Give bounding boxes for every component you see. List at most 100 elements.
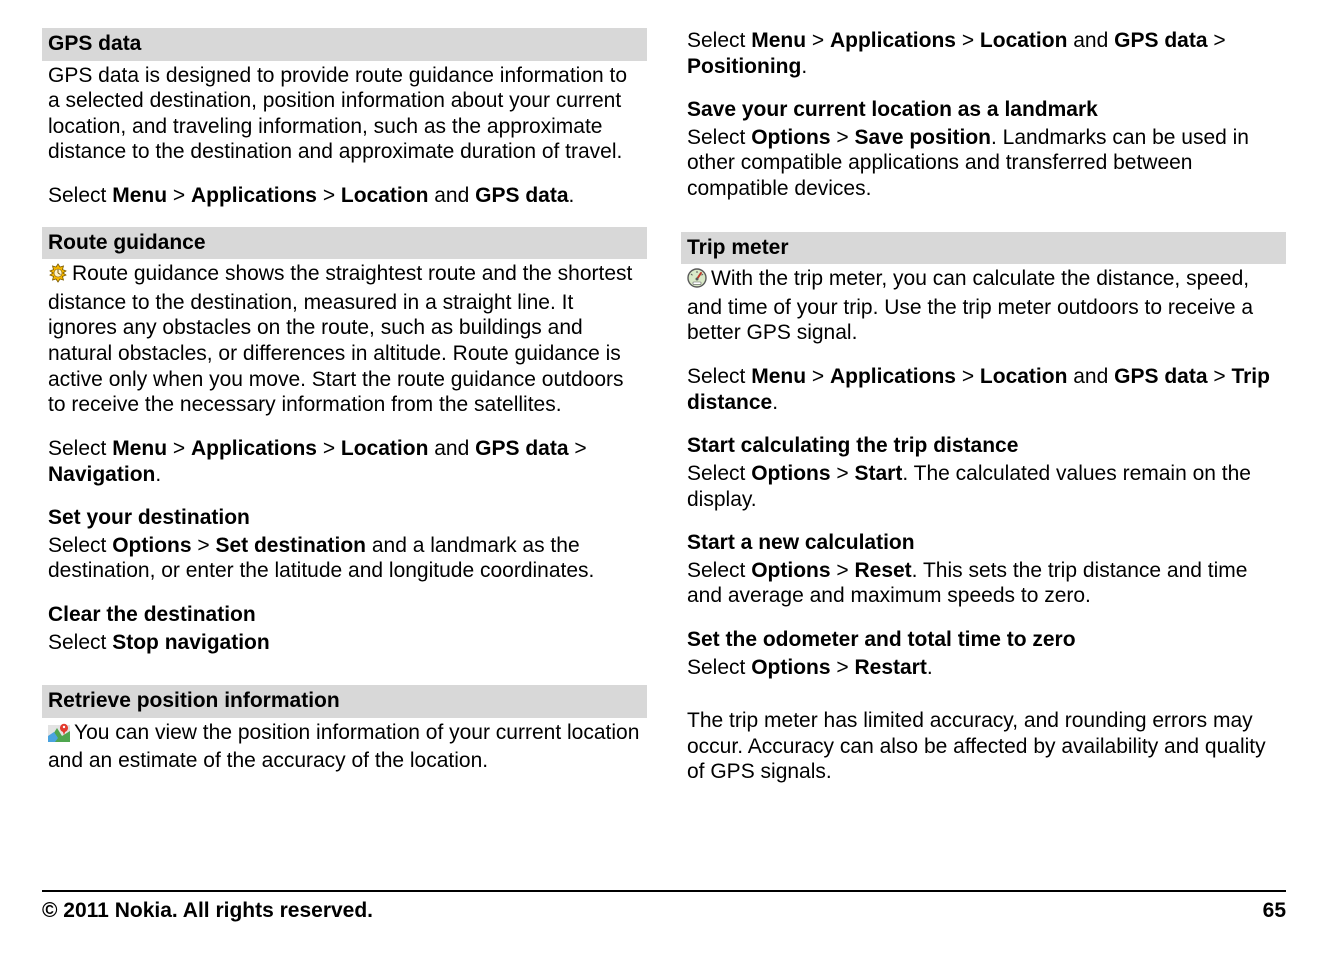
start-calculating-body: Select Options > Start. The calculated v… (681, 461, 1286, 512)
menu-label: Menu (112, 437, 167, 460)
copyright-text: © 2011 Nokia. All rights reserved. (42, 898, 373, 924)
applications-label: Applications (191, 184, 317, 207)
route-guidance-header: Route guidance (42, 227, 647, 260)
gps-data-body: GPS data is designed to provide route gu… (42, 63, 647, 165)
positioning-label: Positioning (687, 55, 801, 78)
trip-meter-body: With the trip meter, you can calculate t… (681, 266, 1286, 346)
start-label: Start (854, 462, 902, 485)
text: Select (687, 462, 751, 485)
text: > (167, 437, 191, 460)
gps-data-label: GPS data (475, 184, 568, 207)
set-destination-heading: Set your destination (42, 505, 647, 531)
applications-label: Applications (191, 437, 317, 460)
location-label: Location (341, 437, 429, 460)
text: Select (48, 184, 112, 207)
positioning-select-path: Select Menu > Applications > Location an… (681, 28, 1286, 79)
applications-label: Applications (830, 29, 956, 52)
gauge-icon (687, 268, 707, 295)
set-destination-body: Select Options > Set destination and a l… (42, 533, 647, 584)
reset-label: Reset (854, 559, 911, 582)
text: > (831, 126, 855, 149)
trip-meter-disclaimer: The trip meter has limited accuracy, and… (681, 708, 1286, 785)
text: . (801, 55, 807, 78)
location-label: Location (980, 365, 1068, 388)
set-destination-label: Set destination (215, 534, 366, 557)
text: > (317, 184, 341, 207)
navigation-label: Navigation (48, 463, 155, 486)
options-label: Options (751, 126, 830, 149)
restart-label: Restart (854, 656, 926, 679)
text: Route guidance shows the straightest rou… (48, 262, 632, 416)
location-label: Location (980, 29, 1068, 52)
location-label: Location (341, 184, 429, 207)
save-landmark-heading: Save your current location as a landmark (681, 97, 1286, 123)
page-footer: © 2011 Nokia. All rights reserved. 65 (42, 898, 1286, 924)
options-label: Options (751, 656, 830, 679)
menu-label: Menu (112, 184, 167, 207)
text: > (806, 29, 830, 52)
menu-label: Menu (751, 365, 806, 388)
gps-data-select-path: Select Menu > Applications > Location an… (42, 183, 647, 209)
right-column: Select Menu > Applications > Location an… (681, 28, 1286, 803)
text: > (956, 29, 980, 52)
text: Select (687, 656, 751, 679)
text: > (831, 559, 855, 582)
gps-data-label: GPS data (475, 437, 568, 460)
text: > (167, 184, 191, 207)
text: Select (687, 126, 751, 149)
text: Select (48, 437, 112, 460)
clear-destination-heading: Clear the destination (42, 602, 647, 628)
text: . (569, 184, 575, 207)
page-content: GPS data GPS data is designed to provide… (0, 0, 1322, 803)
text: and (1067, 365, 1114, 388)
text: Select (48, 534, 112, 557)
options-label: Options (751, 559, 830, 582)
odometer-body: Select Options > Restart. (681, 655, 1286, 681)
footer-divider (42, 890, 1286, 892)
compass-icon (48, 263, 68, 290)
new-calculation-body: Select Options > Reset. This sets the tr… (681, 558, 1286, 609)
route-select-path: Select Menu > Applications > Location an… (42, 436, 647, 487)
text: With the trip meter, you can calculate t… (687, 267, 1253, 344)
left-column: GPS data GPS data is designed to provide… (42, 28, 647, 803)
text: > (806, 365, 830, 388)
text: Select (687, 365, 751, 388)
text: > (569, 437, 587, 460)
applications-label: Applications (830, 365, 956, 388)
new-calculation-heading: Start a new calculation (681, 530, 1286, 556)
retrieve-position-header: Retrieve position information (42, 685, 647, 718)
menu-label: Menu (751, 29, 806, 52)
stop-navigation-label: Stop navigation (112, 631, 270, 654)
page-number: 65 (1263, 898, 1286, 924)
text: . (927, 656, 933, 679)
text: . (155, 463, 161, 486)
text: . (772, 391, 778, 414)
text: Select (48, 631, 112, 654)
start-calculating-heading: Start calculating the trip distance (681, 433, 1286, 459)
text: and (1067, 29, 1114, 52)
route-guidance-body: Route guidance shows the straightest rou… (42, 261, 647, 418)
options-label: Options (112, 534, 191, 557)
trip-meter-header: Trip meter (681, 232, 1286, 265)
retrieve-position-body: You can view the position information of… (42, 720, 647, 774)
text: and (428, 184, 475, 207)
gps-data-label: GPS data (1114, 29, 1207, 52)
text: > (317, 437, 341, 460)
text: and (428, 437, 475, 460)
gps-data-header: GPS data (42, 28, 647, 61)
text: Select (687, 29, 751, 52)
trip-select-path: Select Menu > Applications > Location an… (681, 364, 1286, 415)
text: > (1208, 29, 1226, 52)
gps-data-label: GPS data (1114, 365, 1207, 388)
clear-destination-body: Select Stop navigation (42, 630, 647, 656)
text: > (192, 534, 216, 557)
text: > (956, 365, 980, 388)
text: You can view the position information of… (48, 721, 639, 773)
options-label: Options (751, 462, 830, 485)
map-pin-icon (48, 722, 70, 749)
save-position-label: Save position (854, 126, 991, 149)
text: > (1208, 365, 1232, 388)
odometer-heading: Set the odometer and total time to zero (681, 627, 1286, 653)
text: > (831, 656, 855, 679)
text: Select (687, 559, 751, 582)
